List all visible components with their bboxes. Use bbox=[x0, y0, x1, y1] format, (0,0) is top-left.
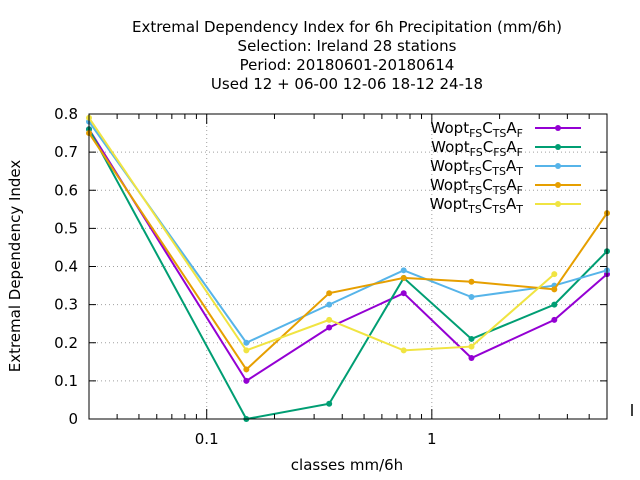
legend-entry: WoptFSCFSAF bbox=[431, 138, 581, 159]
legend-label-letter: A bbox=[506, 176, 517, 194]
data-point bbox=[326, 316, 333, 323]
series-1 bbox=[86, 126, 610, 384]
legend-label-letter: A bbox=[506, 119, 517, 137]
title-line: Selection: Ireland 28 stations bbox=[238, 37, 457, 55]
legend-label: WoptTSCTSAF bbox=[430, 176, 523, 197]
legend-swatch-point bbox=[555, 201, 561, 207]
y-axis-label: Extremal Dependency Index bbox=[6, 160, 24, 373]
data-point bbox=[468, 343, 475, 350]
series-line bbox=[88, 132, 608, 371]
y-tick-label: 0.1 bbox=[54, 372, 78, 390]
data-point bbox=[243, 339, 250, 346]
legend-label-main: Wopt bbox=[431, 138, 470, 156]
data-point bbox=[326, 301, 333, 308]
legend-label-letter: C bbox=[482, 157, 492, 175]
legend-label-sub: F bbox=[517, 184, 523, 197]
series-3 bbox=[86, 118, 610, 346]
data-point bbox=[400, 274, 407, 281]
legend-label: WoptFSCTSAT bbox=[430, 157, 523, 178]
legend-label-sub: TS bbox=[492, 184, 507, 197]
data-point bbox=[400, 267, 407, 274]
legend-label-main: Wopt bbox=[430, 157, 469, 175]
legend: WoptFSCTSAFWoptFSCFSAFWoptFSCTSATWoptTSC… bbox=[430, 119, 581, 216]
legend-label-sub: TS bbox=[468, 184, 483, 197]
data-point bbox=[326, 290, 333, 297]
chart-title: Extremal Dependency Index for 6h Precipi… bbox=[132, 18, 562, 93]
legend-label-main: Wopt bbox=[431, 119, 470, 137]
data-point bbox=[400, 290, 407, 297]
series-2 bbox=[86, 126, 610, 422]
legend-label: WoptFSCTSAF bbox=[431, 119, 523, 140]
legend-label-sub: FS bbox=[469, 127, 482, 140]
legend-label-main: Wopt bbox=[430, 176, 469, 194]
series-5 bbox=[86, 114, 558, 354]
legend-label-sub: TS bbox=[491, 203, 506, 216]
data-point bbox=[551, 301, 558, 308]
y-tick-label: 0.2 bbox=[54, 334, 78, 352]
legend-entry: WoptFSCTSAT bbox=[430, 157, 581, 178]
data-point bbox=[243, 377, 250, 384]
legend-label-letter: C bbox=[482, 195, 492, 213]
x-tick-label: 1 bbox=[427, 430, 437, 448]
legend-label-sub: FS bbox=[469, 165, 482, 178]
data-point bbox=[326, 400, 333, 407]
legend-entry: WoptFSCTSAF bbox=[431, 119, 581, 140]
legend-label-sub: T bbox=[515, 165, 523, 178]
y-tick-label: 0.8 bbox=[54, 105, 78, 123]
legend-label-sub: TS bbox=[467, 203, 482, 216]
grid-lines bbox=[89, 114, 607, 419]
legend-swatch-point bbox=[555, 125, 561, 131]
series-line bbox=[88, 128, 608, 421]
legend-label-sub: TS bbox=[492, 127, 507, 140]
y-tick-label: 0.7 bbox=[54, 143, 78, 161]
legend-label-sub: TS bbox=[491, 165, 506, 178]
legend-swatch-point bbox=[555, 163, 561, 169]
series-layer bbox=[86, 114, 610, 422]
data-point bbox=[468, 294, 475, 300]
y-tick-label: 0.6 bbox=[54, 181, 78, 199]
title-line: Extremal Dependency Index for 6h Precipi… bbox=[132, 18, 562, 36]
y-tick-label: 0 bbox=[68, 410, 78, 428]
y-tick-label: 0.3 bbox=[54, 296, 78, 314]
series-line bbox=[88, 117, 555, 352]
data-point bbox=[551, 286, 558, 293]
legend-swatch-point bbox=[555, 182, 561, 188]
axes: 0 0.1 0.2 0.3 0.4 0.5 0.6 0.7 0.8 0.1 1 bbox=[54, 105, 607, 448]
legend-entry: WoptTSCTSAF bbox=[430, 176, 581, 197]
legend-label-letter: C bbox=[482, 176, 492, 194]
legend-label: WoptFSCFSAF bbox=[431, 138, 523, 159]
title-line: Used 12 + 06-00 12-06 18-12 24-18 bbox=[211, 75, 483, 93]
legend-label-sub: T bbox=[515, 203, 523, 216]
legend-label-letter: A bbox=[506, 195, 517, 213]
legend-label-letter: A bbox=[506, 138, 517, 156]
data-point bbox=[243, 347, 250, 354]
legend-label-letter: C bbox=[482, 119, 492, 137]
legend-label-sub: F bbox=[517, 127, 523, 140]
data-point bbox=[468, 278, 475, 285]
data-point bbox=[551, 271, 558, 278]
legend-label-main: Wopt bbox=[430, 195, 469, 213]
legend-swatch-point bbox=[555, 144, 561, 150]
data-point bbox=[551, 316, 558, 323]
x-axis-label: classes mm/6h bbox=[291, 456, 403, 474]
legend-label: WoptTSCTSAT bbox=[430, 195, 524, 216]
data-point bbox=[243, 366, 250, 373]
data-point bbox=[468, 355, 475, 361]
legend-label-letter: A bbox=[506, 157, 517, 175]
legend-entry: WoptTSCTSAT bbox=[430, 195, 581, 216]
legend-label-sub: F bbox=[517, 146, 523, 159]
data-point bbox=[400, 347, 407, 354]
legend-label-letter: C bbox=[483, 138, 493, 156]
y-tick-label: 0.5 bbox=[54, 219, 78, 237]
legend-label-sub: FS bbox=[493, 146, 506, 159]
title-line: Period: 20180601-20180614 bbox=[240, 56, 455, 74]
legend-label-sub: FS bbox=[470, 146, 483, 159]
x-tick-label: 0.1 bbox=[195, 430, 219, 448]
data-point bbox=[468, 335, 475, 342]
data-point bbox=[326, 324, 333, 331]
y-tick-label: 0.4 bbox=[54, 258, 78, 276]
